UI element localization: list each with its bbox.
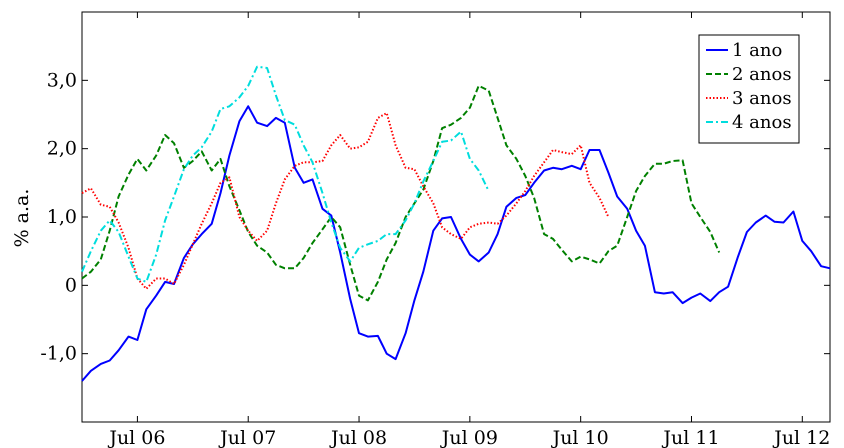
x-axis: Jul 06 Jul 07 Jul 08 Jul 09 Jul 10 Jul 11 Jul … (107, 12, 830, 448)
x-tick-label: Jul 06 (107, 427, 165, 448)
legend-label: 3 anos (732, 88, 792, 109)
legend-label: 2 anos (732, 64, 792, 85)
y-tick-label: 1,0 (47, 206, 77, 228)
x-tick-label: Jul 10 (551, 427, 609, 448)
x-tick-label: Jul 12 (772, 427, 830, 448)
y-axis-title: % a.a. (11, 189, 33, 248)
legend-box (698, 34, 800, 144)
y-axis: -1,0 0 1,0 2,0 3,0 (40, 69, 830, 365)
legend-label: 4 anos (732, 112, 792, 133)
y-tick-label: 2,0 (47, 138, 77, 160)
legend: 1 ano 2 anos 3 anos 4 anos (698, 34, 800, 144)
x-tick-label: Jul 09 (440, 427, 498, 448)
series-line-4 (81, 65, 490, 283)
x-tick-label: Jul 11 (661, 427, 719, 448)
series-layer (81, 65, 831, 382)
x-tick-label: Jul 08 (329, 427, 387, 448)
x-tick-label: Jul 07 (218, 427, 276, 448)
series-line-1 (81, 105, 831, 382)
series-line-2 (81, 84, 721, 302)
series-line-3 (81, 112, 610, 290)
legend-label: 1 ano (732, 40, 782, 61)
y-tick-label: 3,0 (47, 69, 77, 91)
y-tick-label: 0 (65, 274, 77, 296)
y-tick-label: -1,0 (40, 343, 77, 365)
